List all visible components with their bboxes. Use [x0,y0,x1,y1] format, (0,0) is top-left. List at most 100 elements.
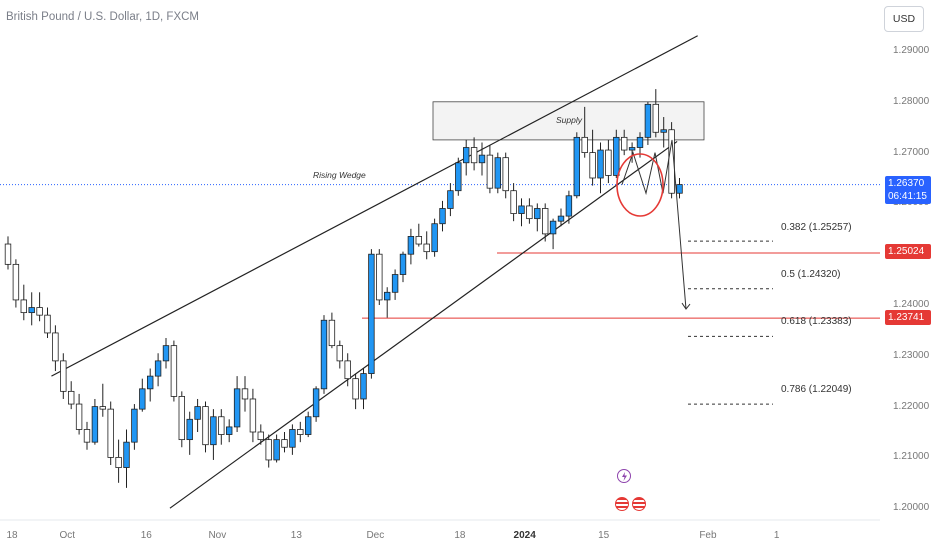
candle-body [146,375,154,390]
x-tick-label: 18 [454,530,466,541]
candle-body [297,429,304,435]
fib-label-0618: 0.618 (1.23383) [781,316,852,327]
highlight-circle [616,153,664,217]
candle-body [597,149,604,179]
fib-label-0382: 0.382 (1.25257) [781,222,852,233]
candle-body [281,439,288,448]
candle-body [636,136,644,148]
price-level-label-2: 1.23741 [885,310,931,325]
projection-arrowhead [681,302,691,310]
x-tick-label: Dec [366,530,385,541]
x-tick-label: 1 [773,530,780,541]
candle-body [178,396,185,441]
wedge-upper-trendline [51,35,698,377]
candle-body [676,184,683,194]
candle-body [107,408,114,458]
candle-body [652,103,659,133]
us-flag-event-icon[interactable] [615,497,629,511]
candle-body [115,456,122,468]
y-tick-label: 1.24000 [893,299,930,310]
candle-body [91,406,99,443]
candle-body [44,314,51,334]
candle-body [549,220,557,235]
candle-body [605,149,612,176]
candle-body [644,103,652,138]
candle-body [233,388,241,428]
candle-body [162,345,170,362]
candle-body [257,431,264,441]
y-tick-label: 1.23000 [893,349,930,361]
candle-body [320,319,328,390]
wedge-lower-trendline [169,140,678,509]
candle-body [36,307,43,316]
candle-body [210,416,217,446]
candle-body [518,205,525,214]
x-tick-label: Oct [59,530,76,541]
currency-button[interactable]: USD [884,6,924,32]
candle-body [628,147,636,151]
supply-zone-label: Supply [556,115,582,125]
candle-body [202,406,209,446]
y-tick-label: 1.20000 [893,502,930,514]
y-tick-label: 1.27000 [893,146,930,158]
candle-body [352,378,359,400]
candle-body [304,416,312,435]
candle-body [621,136,628,151]
price-level-label-1: 1.25024 [885,244,931,259]
candle-body [415,236,422,245]
y-tick-label: 1.29000 [893,45,930,56]
candle-body [542,208,549,235]
x-tick-label: Feb [699,530,717,541]
candle-body [75,403,83,430]
candle-body [52,332,59,362]
candle-body [139,388,146,410]
y-tick-label: 1.21000 [893,451,930,463]
candle-body [423,243,430,253]
candle-body [170,345,178,397]
x-tick-label: Nov [208,530,227,541]
candle-body [154,360,162,377]
candle-body [312,388,320,418]
candle-body [123,441,130,468]
candle-body [28,307,35,314]
x-tick-label: 18 [6,530,18,541]
candle-body [376,253,383,301]
candle-body [249,398,257,433]
candle-body [225,426,233,435]
candle-body [368,253,375,374]
fib-label-05: 0.5 (1.24320) [781,269,841,280]
candle-body [218,416,225,435]
candle-body [12,263,20,301]
candle-body [265,439,272,461]
candle-body [4,243,12,265]
projection-path [621,139,687,310]
candle-body [589,152,596,179]
candle-body [99,406,106,410]
candle-body [510,190,517,214]
lightning-event-icon[interactable] [617,469,631,483]
candle-body [526,205,533,220]
candle-body [557,215,565,222]
candle-body [407,236,415,255]
candle-body [186,418,193,441]
rising-wedge-label: Rising Wedge [313,170,366,180]
candle-body [581,136,588,154]
candle-body [328,319,336,347]
candle-body [194,406,201,420]
candle-body [273,439,280,461]
y-tick-label: 1.22000 [893,400,930,412]
us-flag-event-icon[interactable] [632,497,646,511]
candle-body [470,147,478,164]
candle-body [60,360,67,392]
candle-body [486,154,494,189]
candle-body [83,429,91,443]
candle-body [399,253,407,275]
candle-body [447,190,454,209]
candle-body [494,157,501,189]
candle-body [431,223,438,253]
last-price-label: 1.26370 06:41:15 [885,176,931,204]
candle-body [502,157,509,192]
candle-body [478,154,486,164]
fib-label-0786: 0.786 (1.22049) [781,384,852,395]
